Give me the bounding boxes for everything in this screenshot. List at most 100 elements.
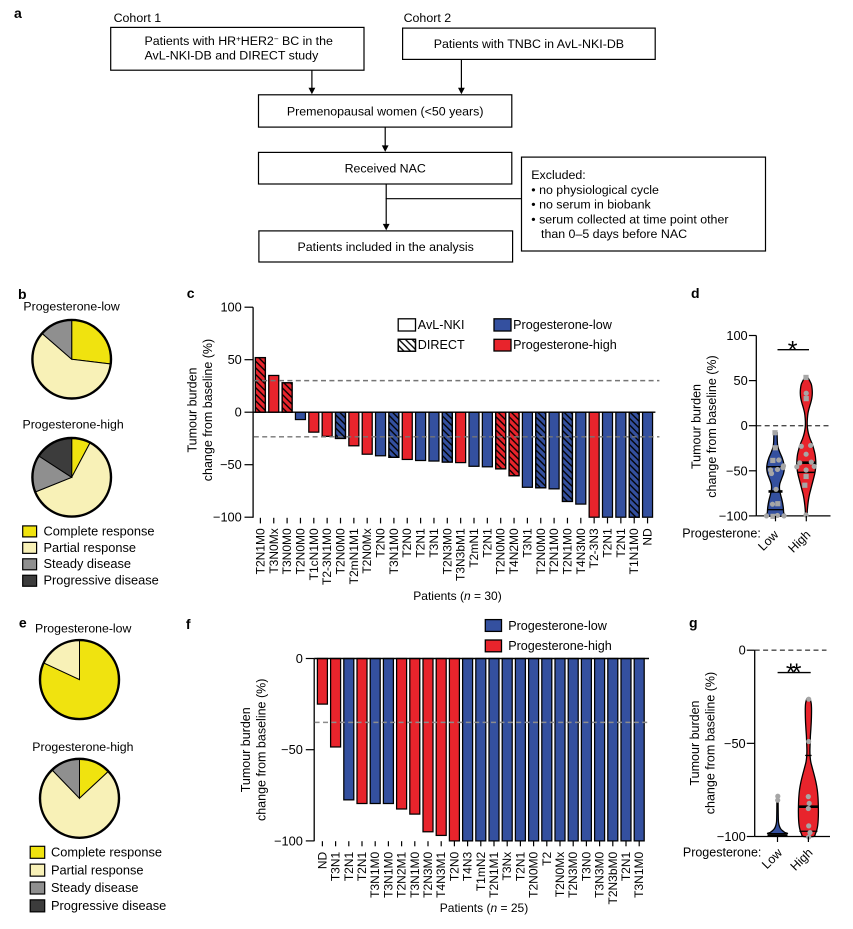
svg-text:T3N3bM1: T3N3bM1 bbox=[454, 528, 468, 581]
svg-text:T2N2M1: T2N2M1 bbox=[395, 851, 409, 897]
svg-text:Progesterone-low: Progesterone-low bbox=[513, 318, 613, 332]
svg-text:Complete response: Complete response bbox=[44, 523, 155, 538]
svg-text:T4N3M0: T4N3M0 bbox=[574, 528, 588, 574]
svg-text:*: * bbox=[792, 659, 802, 687]
svg-text:T2N0: T2N0 bbox=[447, 851, 461, 881]
svg-text:T2N1M0: T2N1M0 bbox=[547, 528, 561, 574]
svg-text:T2N1: T2N1 bbox=[513, 851, 527, 881]
svg-text:T2mN1M1: T2mN1M1 bbox=[347, 528, 361, 584]
svg-text:T2N1: T2N1 bbox=[480, 528, 494, 558]
svg-text:−100: −100 bbox=[274, 833, 303, 848]
svg-text:f: f bbox=[186, 616, 191, 632]
svg-text:0: 0 bbox=[296, 651, 303, 666]
svg-text:Received NAC: Received NAC bbox=[345, 162, 426, 176]
svg-text:T2N1: T2N1 bbox=[342, 851, 356, 881]
svg-text:g: g bbox=[689, 615, 698, 631]
svg-text:T2N0M0: T2N0M0 bbox=[527, 851, 541, 897]
svg-text:change from baseline (%): change from baseline (%) bbox=[201, 339, 215, 481]
svg-text:Complete response: Complete response bbox=[51, 845, 162, 860]
svg-text:Progesterone:: Progesterone: bbox=[682, 527, 761, 541]
svg-text:T2: T2 bbox=[540, 851, 554, 865]
svg-text:T2N0M0: T2N0M0 bbox=[334, 528, 348, 574]
svg-text:ND: ND bbox=[315, 851, 329, 869]
svg-text:Progesterone-low: Progesterone-low bbox=[35, 622, 131, 636]
svg-text:T2N0: T2N0 bbox=[400, 528, 414, 558]
svg-text:Partial response: Partial response bbox=[44, 540, 136, 555]
svg-text:T4N2M0: T4N2M0 bbox=[507, 528, 521, 574]
svg-text:Progesterone-high: Progesterone-high bbox=[32, 740, 133, 754]
svg-text:b: b bbox=[18, 286, 27, 302]
svg-text:T3N1M0: T3N1M0 bbox=[387, 528, 401, 574]
svg-text:Progressive disease: Progressive disease bbox=[51, 898, 166, 913]
svg-text:T3Nx: T3Nx bbox=[500, 852, 514, 881]
svg-text:T2N1M0: T2N1M0 bbox=[253, 528, 267, 574]
svg-text:T2N0: T2N0 bbox=[374, 528, 388, 558]
svg-text:Steady disease: Steady disease bbox=[51, 880, 139, 895]
svg-text:T1mN2: T1mN2 bbox=[474, 851, 488, 891]
svg-text:ND: ND bbox=[641, 528, 655, 546]
svg-text:change from baseline (%): change from baseline (%) bbox=[705, 355, 719, 497]
svg-text:−100: −100 bbox=[719, 508, 748, 523]
svg-text:T2N3M0: T2N3M0 bbox=[566, 851, 580, 897]
svg-text:Patients (n = 30): Patients (n = 30) bbox=[413, 589, 501, 603]
svg-text:Tumour burden: Tumour burden bbox=[239, 707, 253, 792]
svg-text:100: 100 bbox=[220, 300, 241, 315]
svg-text:T2N3M0: T2N3M0 bbox=[421, 851, 435, 897]
svg-text:T3N1M0: T3N1M0 bbox=[632, 851, 646, 897]
svg-text:Excluded:: Excluded: bbox=[531, 168, 585, 182]
svg-text:100: 100 bbox=[726, 328, 747, 343]
svg-text:Patients with HR+HER2− BC in t: Patients with HR+HER2− BC in the bbox=[145, 34, 334, 48]
svg-text:c: c bbox=[187, 285, 195, 301]
svg-text:a: a bbox=[14, 5, 22, 21]
svg-text:e: e bbox=[19, 615, 27, 631]
svg-text:T4N3: T4N3 bbox=[461, 851, 475, 881]
svg-text:T3N1M0: T3N1M0 bbox=[381, 851, 395, 897]
svg-text:T3N1M0: T3N1M0 bbox=[368, 851, 382, 897]
svg-text:Progressive disease: Progressive disease bbox=[44, 573, 159, 588]
svg-text:T2N1: T2N1 bbox=[414, 528, 428, 558]
svg-text:T2N0M0: T2N0M0 bbox=[534, 528, 548, 574]
svg-text:Partial response: Partial response bbox=[51, 862, 143, 877]
svg-text:Cohort 2: Cohort 2 bbox=[404, 11, 452, 25]
svg-text:• no physiological cycle: • no physiological cycle bbox=[531, 183, 659, 197]
svg-text:T3N1: T3N1 bbox=[329, 851, 343, 881]
svg-text:T3N1M0: T3N1M0 bbox=[408, 851, 422, 897]
svg-text:T2N0Mx: T2N0Mx bbox=[360, 528, 374, 573]
svg-text:50: 50 bbox=[228, 352, 242, 367]
svg-text:T3N1: T3N1 bbox=[427, 528, 441, 558]
svg-text:T3N1: T3N1 bbox=[520, 528, 534, 558]
svg-text:Tumour burden: Tumour burden bbox=[186, 367, 200, 452]
svg-text:Patients included in the analy: Patients included in the analysis bbox=[298, 240, 474, 254]
svg-text:T2N1: T2N1 bbox=[614, 528, 628, 558]
svg-text:T2N3M0: T2N3M0 bbox=[440, 528, 454, 574]
svg-text:T3N0: T3N0 bbox=[579, 851, 593, 881]
svg-text:DIRECT: DIRECT bbox=[418, 338, 465, 352]
svg-text:T2N3bM0: T2N3bM0 bbox=[606, 851, 620, 904]
svg-text:T2N1M1: T2N1M1 bbox=[487, 851, 501, 897]
svg-text:T2N0M0: T2N0M0 bbox=[293, 528, 307, 574]
svg-text:Cohort 1: Cohort 1 bbox=[114, 11, 162, 25]
svg-text:*: * bbox=[786, 659, 796, 687]
svg-text:Tumour burden: Tumour burden bbox=[688, 700, 702, 785]
svg-text:T3N3M0: T3N3M0 bbox=[593, 851, 607, 897]
svg-text:T2mN1: T2mN1 bbox=[467, 528, 481, 568]
svg-text:• no serum in biobank: • no serum in biobank bbox=[531, 198, 651, 212]
svg-text:Progesterone-low: Progesterone-low bbox=[508, 619, 608, 633]
svg-text:−50: −50 bbox=[220, 457, 242, 472]
svg-text:AvL-NKI-DB and DIRECT study: AvL-NKI-DB and DIRECT study bbox=[145, 49, 320, 63]
svg-text:0: 0 bbox=[235, 405, 242, 420]
svg-text:0: 0 bbox=[741, 418, 748, 433]
svg-text:T2N1: T2N1 bbox=[601, 528, 615, 558]
svg-text:• serum collected at time poin: • serum collected at time point other bbox=[531, 212, 728, 226]
svg-text:T2-3N3: T2-3N3 bbox=[587, 528, 601, 568]
svg-text:T3N0Mx: T3N0Mx bbox=[267, 528, 281, 573]
svg-text:T4N3M1: T4N3M1 bbox=[434, 851, 448, 897]
svg-text:T2N1: T2N1 bbox=[355, 851, 369, 881]
svg-text:*: * bbox=[788, 337, 798, 365]
svg-text:−50: −50 bbox=[724, 736, 746, 751]
svg-text:Progesterone:: Progesterone: bbox=[683, 846, 762, 860]
svg-text:Premenopausal women (<50 years: Premenopausal women (<50 years) bbox=[287, 104, 484, 118]
svg-text:−100: −100 bbox=[213, 510, 242, 525]
svg-text:Patients (n = 25): Patients (n = 25) bbox=[440, 901, 528, 915]
svg-text:T2N1M0: T2N1M0 bbox=[561, 528, 575, 574]
